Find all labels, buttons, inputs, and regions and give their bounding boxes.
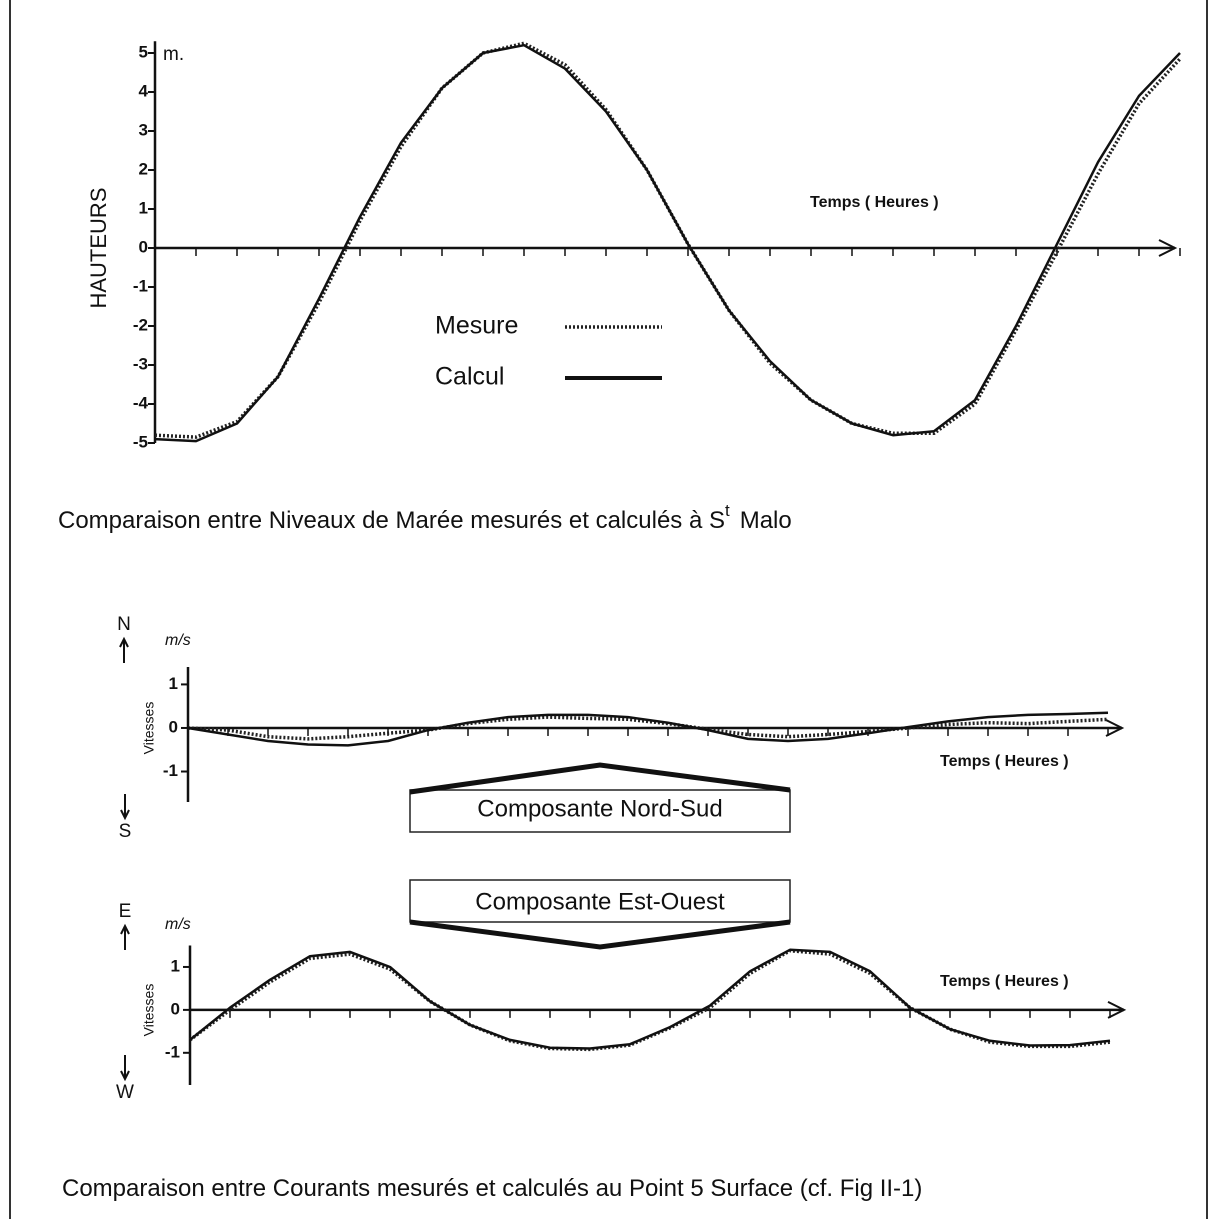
series-line xyxy=(187,715,1109,741)
x-axis-label: Temps ( Heures ) xyxy=(810,194,939,211)
y-tick-label: 0 xyxy=(169,717,178,736)
y-axis-label: HAUTEURS xyxy=(86,187,111,308)
y-tick-label: 4 xyxy=(139,81,149,100)
y-tick-label: -3 xyxy=(133,354,148,373)
y-tick-label: -2 xyxy=(133,315,148,334)
y-tick-label: 3 xyxy=(139,120,148,139)
unit-label: m/s xyxy=(165,632,191,649)
component-box xyxy=(409,879,791,923)
unit-label: m. xyxy=(163,44,184,65)
component-box xyxy=(409,789,791,833)
direction-down: W xyxy=(116,1082,134,1103)
unit-label: m/s xyxy=(165,916,191,933)
x-axis-arrow xyxy=(1107,1000,1127,1019)
x-axis-arrow xyxy=(1158,239,1178,257)
y-tick-label: -5 xyxy=(133,432,148,451)
direction-arrow-head xyxy=(120,1070,130,1082)
series-line xyxy=(189,948,1111,1050)
y-tick-label: 1 xyxy=(169,674,178,693)
component-roof xyxy=(409,762,791,795)
component-label: Composante Nord-Sud xyxy=(477,795,722,822)
y-tick-label: 0 xyxy=(139,237,148,256)
caption-after: Malo xyxy=(740,507,792,534)
y-tick-label: -1 xyxy=(133,276,148,295)
y-axis-label: Vitesses xyxy=(141,984,157,1037)
series-line xyxy=(154,41,1182,439)
direction-arrow-head xyxy=(119,636,129,648)
y-tick-label: 1 xyxy=(139,198,148,217)
y-tick-label: -4 xyxy=(133,393,149,412)
y-tick-label: -1 xyxy=(163,761,178,780)
x-axis-arrow xyxy=(1105,719,1125,737)
direction-down: S xyxy=(119,821,132,842)
direction-arrow-head xyxy=(120,923,130,935)
y-tick-label: 5 xyxy=(139,42,148,61)
component-roof xyxy=(409,919,791,950)
x-axis-label: Temps ( Heures ) xyxy=(940,753,1069,770)
legend-label: Mesure xyxy=(435,312,518,340)
series-line xyxy=(154,43,1181,443)
direction-arrow-head xyxy=(120,809,130,821)
y-tick-label: 1 xyxy=(171,956,180,975)
y-tick-label: 2 xyxy=(139,159,148,178)
direction-up: E xyxy=(119,901,132,922)
x-axis-label: Temps ( Heures ) xyxy=(940,973,1069,990)
y-tick-label: -1 xyxy=(165,1042,180,1061)
y-tick-label: 0 xyxy=(171,999,180,1018)
caption: Comparaison entre Courants mesurés et ca… xyxy=(62,1175,922,1202)
y-axis-label: Vitesses xyxy=(141,702,157,755)
caption-sup: t xyxy=(725,501,730,520)
direction-up: N xyxy=(117,614,131,635)
component-label: Composante Est-Ouest xyxy=(475,888,725,915)
legend-label: Calcul xyxy=(435,363,504,391)
caption-text: Comparaison entre Niveaux de Marée mesur… xyxy=(58,507,725,534)
caption: Comparaison entre Niveaux de Marée mesur… xyxy=(58,501,792,534)
series-line xyxy=(187,711,1109,747)
caption-text: Comparaison entre Courants mesurés et ca… xyxy=(62,1175,922,1202)
